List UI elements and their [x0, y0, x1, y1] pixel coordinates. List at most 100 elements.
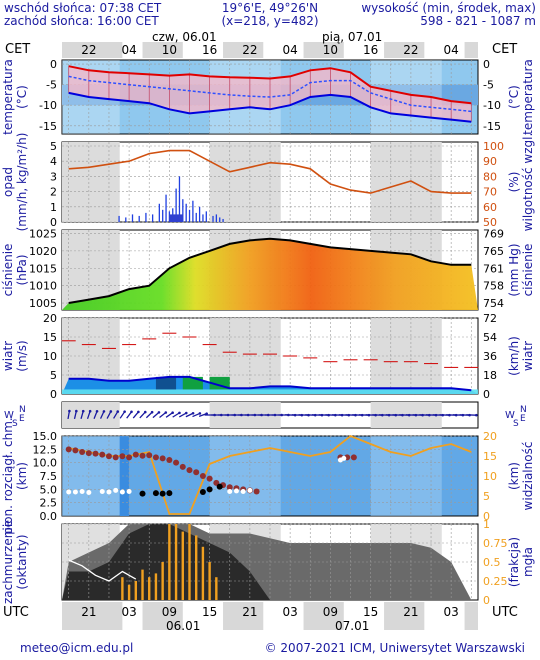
precip-bar: [151, 214, 154, 222]
winddir-arrow: [73, 410, 77, 420]
fog-bar: [127, 584, 131, 600]
temperature-right-tick: -15: [483, 120, 501, 133]
top-hour-label: 22: [81, 43, 96, 57]
pressure-right-tick: 769: [483, 227, 504, 240]
winddir-arrow: [132, 411, 139, 419]
winddir-arrow: [93, 411, 98, 419]
wind-left-label: wiatr: [1, 341, 15, 371]
winddir-right-W: W: [505, 410, 515, 421]
top-hour-label: 22: [242, 43, 257, 57]
wind-right-tick: 36: [483, 350, 497, 363]
bottom-hour-label: 15: [363, 605, 378, 619]
wind-right-tick: 72: [483, 312, 497, 325]
precip-left-tick: 3: [50, 170, 57, 183]
fog-bar: [121, 577, 124, 600]
winddir-arrow: [126, 411, 133, 419]
bottom-hour-label: 03: [282, 605, 297, 619]
wind-left-tick: 15: [43, 331, 57, 344]
altitude-values: 598 - 821 - 1087 m: [420, 14, 536, 28]
winddir-arrow-head: [143, 410, 147, 414]
cloud-white-dot: [106, 489, 112, 495]
visibility-right-unit: (km): [507, 462, 521, 490]
winddir-arrow-head: [137, 410, 140, 414]
precip-left-tick: 4: [50, 155, 57, 168]
winddir-arrow: [106, 411, 112, 419]
precip-bar: [162, 209, 164, 222]
bottom-hour-label: 09: [323, 605, 338, 619]
winddir-arrow: [165, 412, 174, 418]
wind-right-unit: (km/h): [507, 336, 521, 376]
grid-label: (x=218, y=482): [221, 14, 318, 28]
precip-night-band: [62, 142, 120, 222]
clouds-right-tick: 0.5: [483, 556, 501, 569]
cloud-base-dot: [146, 452, 153, 459]
precip-bar: [192, 200, 194, 222]
axis-block: [464, 602, 478, 630]
utc-left: UTC: [3, 605, 29, 620]
pressure-right-unit: (mm Hg): [507, 243, 521, 296]
cloud-base-dot: [92, 450, 99, 457]
cloud-base-dot: [173, 459, 180, 466]
cloud-top-dot: [139, 490, 146, 497]
wind-calm-band: [62, 389, 478, 394]
fog-bar: [194, 535, 198, 600]
top-time-axis: 22 04 10 16 22 04 10 16 22 04: [62, 42, 478, 58]
bottom-day2: 07.01: [335, 619, 369, 633]
top-hour-label: 16: [202, 43, 217, 57]
precip-bar: [222, 218, 224, 222]
precip-bar: [202, 214, 204, 222]
winddir-left-W: W: [4, 410, 14, 421]
humidity-right-tick: 70: [483, 186, 497, 199]
winddir-arrow-head: [198, 412, 202, 415]
winddir-arrow-head: [205, 412, 208, 415]
fog-bar: [148, 577, 151, 600]
winddir-arrow-head: [130, 410, 133, 414]
fog-bar: [174, 524, 178, 600]
bottom-hour-label: 21: [242, 605, 257, 619]
precip-bar: [205, 211, 207, 222]
fog-bar: [161, 562, 164, 600]
axis-block: [62, 42, 123, 58]
wind-right-tick: 18: [483, 369, 497, 382]
cloud-base-dot: [193, 469, 200, 476]
bottom-hour-label: 15: [202, 605, 217, 619]
wind-right-tick: 0: [483, 388, 490, 401]
footer-email[interactable]: meteo@icm.edu.pl: [20, 641, 133, 655]
visibility-left-tick: 7.5: [40, 470, 58, 483]
cloud-base-dot: [350, 454, 357, 461]
cloud-top-dot: [199, 489, 206, 495]
visibility-right-tick: 15: [483, 450, 497, 463]
footer-copyright: © 2007-2021 ICM, Uniwersytet Warszawski: [265, 641, 525, 655]
winddir-arrow: [178, 412, 187, 418]
cloud-base-dot: [132, 451, 139, 458]
top-hour-label: 04: [444, 43, 459, 57]
clouds-right-label: mgła: [521, 547, 535, 577]
pressure-left-label: ciśnienie: [1, 244, 15, 297]
winddir-arrow: [67, 410, 71, 420]
precip-bar: [188, 209, 191, 222]
clouds-left-unit: (oktanty): [15, 534, 29, 589]
winddir-left-E: E: [19, 414, 25, 424]
altitude-label: wysokość (min, środek, max): [361, 1, 536, 15]
winddir-arrow-head: [88, 409, 92, 413]
cloud-base-dot: [139, 452, 146, 459]
axis-block: [384, 602, 425, 630]
winddir-arrow: [172, 412, 180, 418]
precip-left-tick: 1: [50, 201, 57, 214]
visibility-left-tick: 10.0: [33, 457, 58, 470]
winddir-arrow-head: [164, 411, 168, 414]
winddir-arrow: [152, 411, 160, 419]
precip-bar: [198, 206, 201, 222]
axis-block: [223, 602, 264, 630]
winddir-night-band: [62, 402, 120, 428]
wind-color-block: [155, 376, 177, 390]
temperature-right-label: temperatura: [521, 59, 535, 135]
temperature-left-tick: 0: [50, 58, 57, 71]
humidity-right-tick: 90: [483, 155, 497, 168]
precip-night-band: [209, 142, 281, 222]
pressure-left-tick: 1025: [29, 227, 57, 240]
cloud-base-dot: [186, 467, 193, 474]
visibility-left-tick: 15.0: [33, 430, 58, 443]
